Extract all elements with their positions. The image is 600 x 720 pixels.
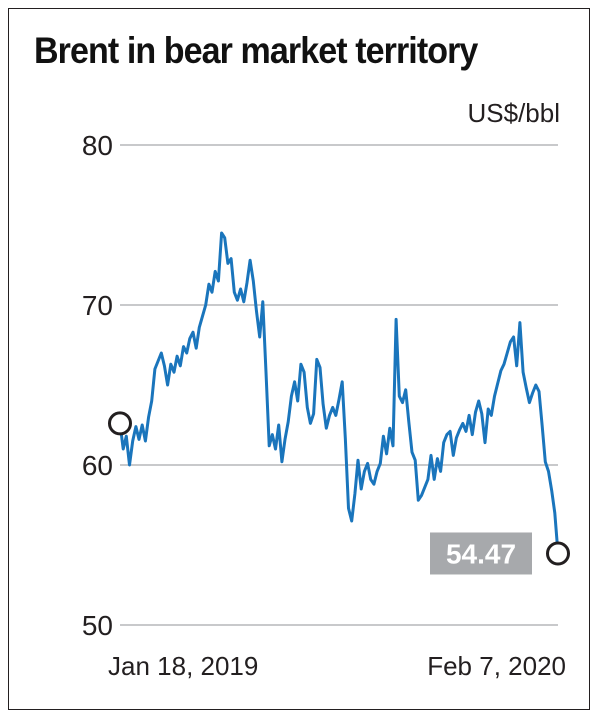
y-tick-labels: 50 60 70 80 [82, 130, 113, 641]
end-value-callout-box [430, 532, 532, 575]
gridlines [120, 144, 558, 626]
y-tick-label-50: 50 [82, 610, 113, 641]
end-value-label: 54.47 [446, 538, 516, 569]
y-tick-label-60: 60 [82, 450, 113, 481]
y-tick-label-70: 70 [82, 290, 113, 321]
y-tick-label-80: 80 [82, 130, 113, 161]
chart-frame [8, 8, 590, 710]
brent-price-line [118, 231, 560, 555]
end-point-marker [546, 541, 570, 566]
x-axis-start-label: Jan 18, 2019 [108, 651, 258, 681]
x-axis-end-label: Feb 7, 2020 [427, 651, 566, 681]
start-point-marker [108, 411, 132, 436]
chart-title: Brent in bear market territory [34, 30, 478, 71]
y-axis-unit: US$/bbl [467, 98, 561, 128]
